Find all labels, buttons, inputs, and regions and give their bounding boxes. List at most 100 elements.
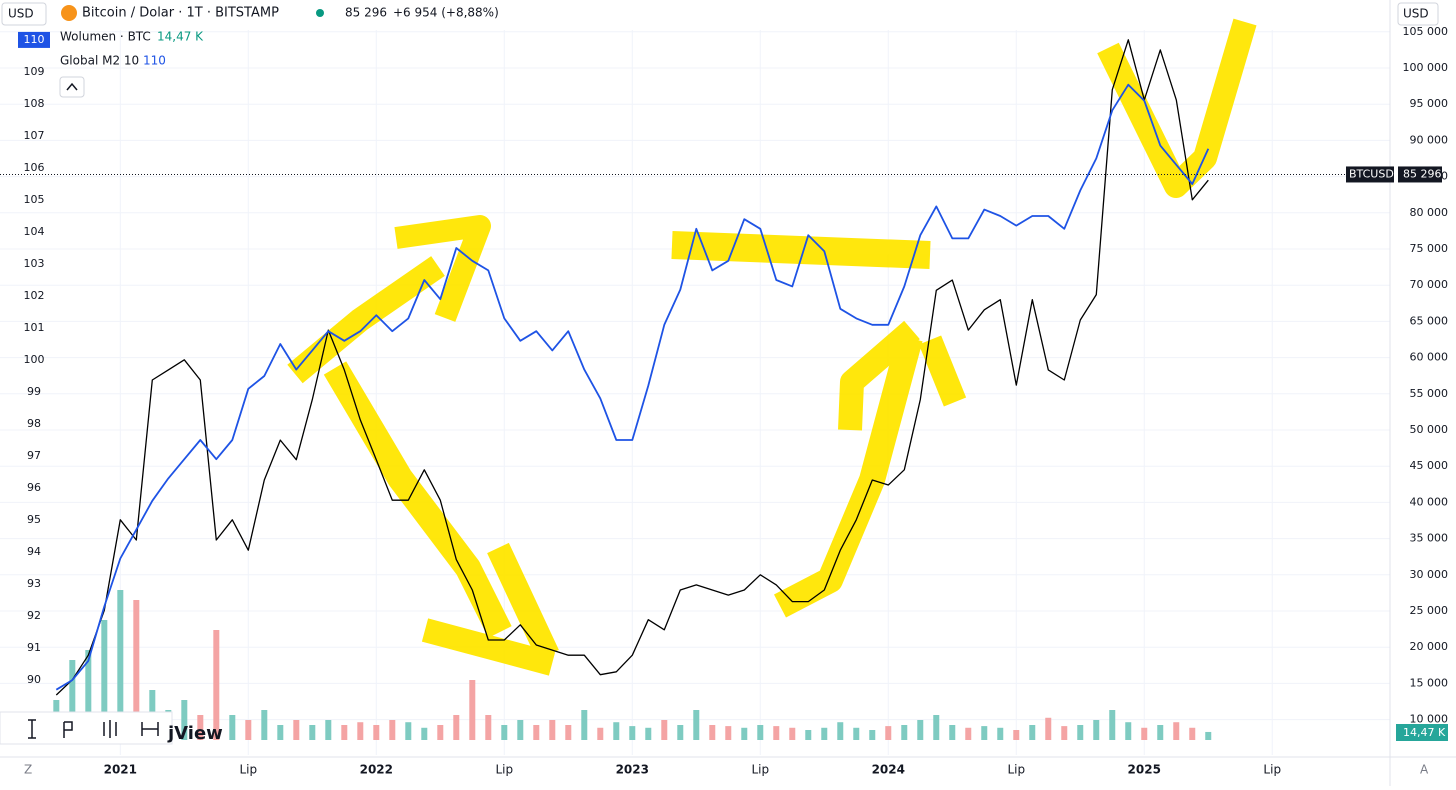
volume-bar — [853, 727, 860, 740]
volume-bar — [997, 727, 1004, 740]
symbol-title: Bitcoin / Dolar · 1T · BITSTAMP — [82, 6, 279, 21]
price-tag — [1398, 166, 1442, 183]
y2-tick-label: 25 000 — [1410, 604, 1449, 617]
volume-legend-value: 14,47 K — [157, 30, 204, 44]
y2-tick-label: 30 000 — [1410, 568, 1449, 581]
volume-bar — [725, 726, 732, 740]
volume-bar — [709, 725, 716, 740]
highlight — [323, 361, 512, 638]
volume-bar — [1173, 722, 1180, 740]
volume-bar — [517, 720, 524, 740]
status-dot — [316, 9, 324, 17]
currency: USD — [1403, 7, 1429, 21]
volume-bar — [213, 630, 220, 740]
y2-tick-label: 35 000 — [1410, 532, 1449, 545]
y2-tick-label: 90 000 — [1410, 133, 1449, 146]
volume-bar — [965, 727, 972, 740]
highlight — [394, 215, 491, 322]
volume-bar — [533, 725, 540, 740]
y-tick-label: 93 — [27, 577, 41, 590]
x-tick-label: 2025 — [1128, 763, 1161, 777]
series-line — [55, 39, 1209, 696]
volume-bar — [469, 680, 476, 740]
price-tag-value: 85 296 — [1403, 167, 1442, 180]
volume-bar — [1141, 727, 1148, 740]
volume-bar — [1157, 725, 1164, 740]
y2-tick-label: 100 000 — [1403, 61, 1449, 74]
volume-bar — [1077, 725, 1084, 740]
volume-bar — [677, 725, 684, 740]
volume-bar — [1125, 722, 1132, 740]
highlight — [671, 231, 931, 269]
y-tick-label: 98 — [27, 417, 41, 430]
y2-tick-label: 15 000 — [1410, 676, 1449, 689]
scale-toggle[interactable]: A — [1420, 763, 1429, 777]
volume-bar — [901, 725, 908, 740]
btc-icon — [61, 5, 77, 21]
volume-bar — [1189, 727, 1196, 740]
volume-bar — [421, 727, 428, 740]
y-tick-label: 96 — [27, 481, 41, 494]
volume-bar — [309, 725, 316, 740]
volume-bar — [85, 650, 92, 740]
y-tick-label: 105 — [24, 193, 45, 206]
collapse-icon — [66, 82, 78, 91]
volume-bar — [1013, 730, 1020, 740]
x-tick-label: Lip — [1007, 763, 1025, 777]
volume-bar — [1029, 725, 1036, 740]
last-price: 85 296 — [345, 6, 387, 20]
header: USD Bitcoin / Dolar · 1T · BITSTAMP 85 2… — [1, 2, 1439, 777]
volume-bar — [837, 722, 844, 740]
x-tick-label: 2023 — [616, 763, 649, 777]
currency-button[interactable] — [1397, 2, 1439, 26]
x-tick-label: Lip — [495, 763, 513, 777]
volume-bar — [101, 620, 108, 740]
volume-bar — [645, 727, 652, 740]
volume-bar — [69, 660, 76, 740]
y2-tick-label: 45 000 — [1410, 459, 1449, 472]
y2-tick-label: 60 000 — [1410, 351, 1449, 364]
y-tick-label: 99 — [27, 385, 41, 398]
volume-tag — [1396, 724, 1448, 741]
volume-bar — [629, 726, 636, 740]
volume-bar — [501, 725, 508, 740]
volume-bar — [341, 725, 348, 740]
currency: USD — [8, 7, 34, 21]
toolbar-icon — [103, 720, 117, 738]
volume-bar — [693, 710, 700, 740]
y-tick-label: 107 — [24, 129, 45, 142]
volume-bar — [405, 722, 412, 740]
y-tick-label: 101 — [24, 321, 45, 334]
x-tick-label: Lip — [751, 763, 769, 777]
y-tick-label: 90 — [27, 673, 41, 686]
volume-bar — [789, 727, 796, 740]
y2-tick-label: 10 000 — [1410, 713, 1449, 726]
y-tick-label: 95 — [27, 513, 41, 526]
y-tick-label: 106 — [24, 161, 45, 174]
y2-tick-label: 80 000 — [1410, 206, 1449, 219]
currency-button[interactable] — [1, 2, 47, 26]
scale-toggle[interactable]: Z — [24, 763, 32, 777]
volume-bar — [933, 715, 940, 740]
volume-bar — [821, 727, 828, 740]
volume-bar — [581, 710, 588, 740]
volume-bar — [1205, 731, 1212, 740]
toolbar-icon — [141, 722, 159, 736]
volume-bar — [869, 730, 876, 740]
volume-bar — [133, 600, 140, 740]
toolbar-icon — [28, 719, 36, 739]
volume-tag-value: 14,47 K — [1403, 726, 1446, 739]
y-tick-label: 109 — [24, 65, 45, 78]
y2-tick-label: 70 000 — [1410, 278, 1449, 291]
y-tick-label: 100 — [24, 353, 45, 366]
collapse-button[interactable] — [59, 76, 85, 98]
x-tick-label: 2024 — [872, 763, 905, 777]
volume-bar — [293, 720, 300, 740]
volume-bar — [1045, 717, 1052, 740]
volume-bar — [485, 715, 492, 740]
m2-tag-value: 110 — [24, 33, 45, 46]
volume-bar — [1061, 726, 1068, 740]
x-tick-label: 2022 — [360, 763, 393, 777]
m2-legend-value: 110 — [143, 54, 166, 68]
